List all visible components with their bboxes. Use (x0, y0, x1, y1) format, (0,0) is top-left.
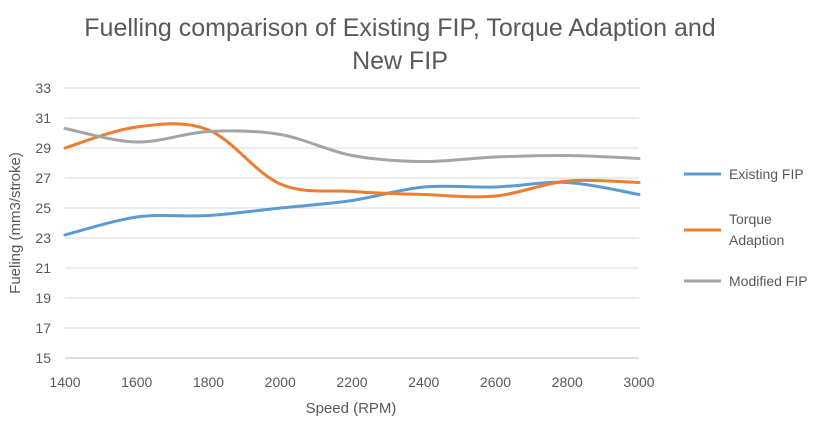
series-line-modified-fip (63, 127, 641, 164)
y-axis-title: Fueling (mm3/stroke) (7, 152, 24, 294)
x-tick-label: 1400 (49, 374, 80, 390)
y-tick-label: 15 (35, 350, 51, 366)
legend-label-existing-fip: Existing FIP (729, 166, 804, 182)
y-tick-label: 31 (35, 110, 51, 126)
chart-title-line-1: Fuelling comparison of Existing FIP, Tor… (84, 14, 716, 42)
x-tick-label: 2600 (480, 374, 511, 390)
y-tick-label: 33 (35, 80, 51, 96)
legend-label-torque-adaption: Torque Adaption (729, 211, 784, 248)
x-tick-label: 2200 (336, 374, 367, 390)
series-lines (63, 122, 641, 237)
y-tick-label: 19 (35, 290, 51, 306)
y-tick-label: 17 (35, 320, 51, 336)
series-line-torque-adaption (63, 122, 641, 199)
legend-label-modified-fip: Modified FIP (729, 273, 808, 289)
chart-title-line-2: New FIP (352, 47, 448, 75)
y-tick-labels: 15 17 19 21 23 25 27 29 31 33 (35, 80, 51, 366)
x-tick-label: 2400 (408, 374, 439, 390)
x-tick-label: 2800 (552, 374, 583, 390)
legend: Existing FIP Torque Adaption Modified FIP (684, 166, 808, 289)
x-axis-title: Speed (RPM) (306, 400, 397, 417)
y-tick-label: 29 (35, 140, 51, 156)
chart-title: Fuelling comparison of Existing FIP, Tor… (40, 12, 760, 78)
gridlines (65, 87, 639, 359)
y-tick-label: 21 (35, 260, 51, 276)
x-tick-label: 1600 (121, 374, 152, 390)
y-tick-label: 27 (35, 170, 51, 186)
x-tick-label: 3000 (623, 374, 654, 390)
y-tick-label: 23 (35, 230, 51, 246)
x-tick-label: 1800 (193, 374, 224, 390)
series-line-existing-fip (63, 180, 641, 237)
y-tick-label: 25 (35, 200, 51, 216)
x-tick-labels: 1400 1600 1800 2000 2200 2400 2600 2800 3000 (49, 374, 654, 390)
x-tick-label: 2000 (265, 374, 296, 390)
